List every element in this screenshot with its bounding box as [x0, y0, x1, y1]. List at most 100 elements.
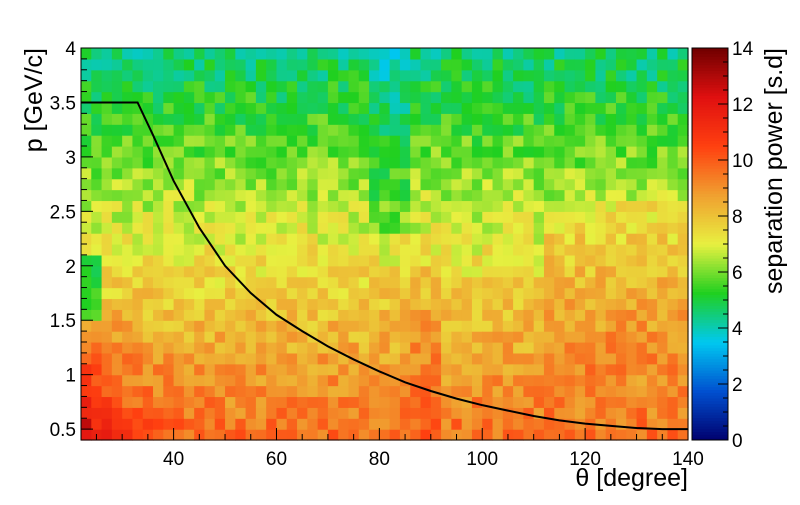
heatmap-cell — [492, 385, 504, 398]
heatmap-cell — [327, 48, 339, 60]
heatmap-cell — [204, 244, 216, 256]
heatmap-cell — [358, 233, 370, 245]
heatmap-cell — [317, 48, 329, 60]
heatmap-cell — [677, 200, 689, 212]
heatmap-cell — [389, 124, 401, 136]
heatmap-cell — [266, 178, 278, 191]
heatmap-cell — [122, 342, 134, 354]
colorbar-swatch — [692, 59, 728, 63]
heatmap-cell — [122, 418, 134, 430]
heatmap-cell — [379, 58, 391, 71]
heatmap-cell — [461, 48, 473, 60]
heatmap-cell — [605, 124, 617, 136]
heatmap-cell — [307, 124, 319, 136]
heatmap-cell — [482, 385, 494, 398]
colorbar-swatch — [692, 437, 728, 441]
heatmap-cell — [471, 102, 483, 114]
heatmap-cell — [142, 48, 154, 60]
heatmap-cell — [286, 396, 298, 408]
heatmap-cell — [513, 298, 524, 310]
heatmap-cell — [605, 418, 617, 430]
heatmap-cell — [410, 91, 422, 104]
heatmap-cell — [379, 407, 391, 419]
heatmap-cell — [533, 396, 545, 408]
heatmap-cell — [636, 167, 648, 180]
heatmap-cell — [225, 124, 236, 136]
heatmap-cell — [297, 418, 308, 430]
heatmap-cell — [183, 58, 195, 71]
heatmap-cell — [595, 113, 607, 125]
heatmap-cell — [543, 407, 555, 419]
heatmap-cell — [595, 167, 607, 180]
heatmap-cell — [543, 135, 555, 147]
heatmap-cell — [255, 385, 267, 398]
heatmap-cell — [595, 102, 607, 114]
heatmap-cell — [317, 265, 329, 278]
heatmap-cell — [132, 254, 144, 267]
colorbar-swatch — [692, 115, 728, 119]
heatmap-cell — [317, 124, 329, 136]
heatmap-cell — [554, 124, 566, 136]
heatmap-cell — [276, 69, 288, 82]
heatmap-cell — [358, 80, 370, 93]
heatmap-cell — [173, 309, 185, 321]
colorbar-swatch — [692, 151, 728, 155]
colorbar-swatch — [692, 216, 728, 220]
heatmap-cell — [677, 276, 689, 289]
heatmap-cell — [348, 418, 360, 430]
heatmap-cell — [574, 69, 586, 82]
heatmap-cell — [389, 276, 401, 289]
heatmap-cell — [101, 374, 113, 387]
heatmap-cell — [451, 48, 463, 60]
heatmap-cell — [523, 113, 535, 125]
heatmap-cell — [513, 363, 524, 376]
heatmap-cell — [430, 48, 442, 60]
heatmap-cell — [338, 244, 350, 256]
heatmap-cell — [513, 233, 524, 245]
heatmap-cell — [461, 113, 473, 125]
heatmap-cell — [194, 69, 206, 82]
heatmap-cell — [523, 211, 535, 223]
heatmap-cell — [297, 276, 308, 289]
heatmap-cell — [399, 200, 411, 212]
heatmap-cell — [214, 385, 226, 398]
heatmap-cell — [348, 407, 360, 419]
heatmap-cell — [636, 113, 648, 125]
heatmap-cell — [338, 342, 350, 354]
heatmap-cell — [91, 407, 103, 419]
heatmap-cell — [399, 113, 411, 125]
heatmap-cell — [163, 374, 175, 387]
heatmap-cell — [307, 254, 319, 267]
heatmap-cell — [122, 352, 134, 365]
heatmap-cell — [451, 156, 463, 169]
heatmap-cell — [564, 320, 576, 332]
heatmap-cell — [399, 331, 411, 343]
heatmap-cell — [317, 276, 329, 289]
colorbar-swatch — [692, 190, 728, 195]
colorbar-swatch — [692, 400, 728, 405]
colorbar-swatch — [692, 73, 728, 77]
heatmap-cell — [111, 363, 123, 376]
heatmap-cell — [286, 418, 298, 430]
heatmap-cell — [132, 418, 144, 430]
colorbar-swatch — [692, 350, 728, 354]
heatmap-cell — [399, 287, 411, 300]
heatmap-cell — [286, 200, 298, 212]
heatmap-cell — [646, 146, 658, 158]
heatmap-cell — [173, 342, 185, 354]
heatmap-cell — [255, 309, 267, 321]
heatmap-cell — [636, 48, 648, 60]
heatmap-cell — [657, 200, 669, 212]
heatmap-cell — [163, 418, 175, 430]
heatmap-cell — [266, 352, 278, 365]
heatmap-cell — [533, 80, 545, 93]
heatmap-cell — [122, 309, 134, 321]
heatmap-cell — [461, 407, 473, 419]
heatmap-cell — [482, 287, 494, 300]
heatmap-cell — [348, 211, 360, 223]
heatmap-cell — [369, 69, 380, 82]
y-tick-label: 1 — [65, 366, 76, 387]
heatmap-cell — [595, 342, 607, 354]
heatmap-cell — [379, 374, 391, 387]
heatmap-cell — [430, 309, 442, 321]
